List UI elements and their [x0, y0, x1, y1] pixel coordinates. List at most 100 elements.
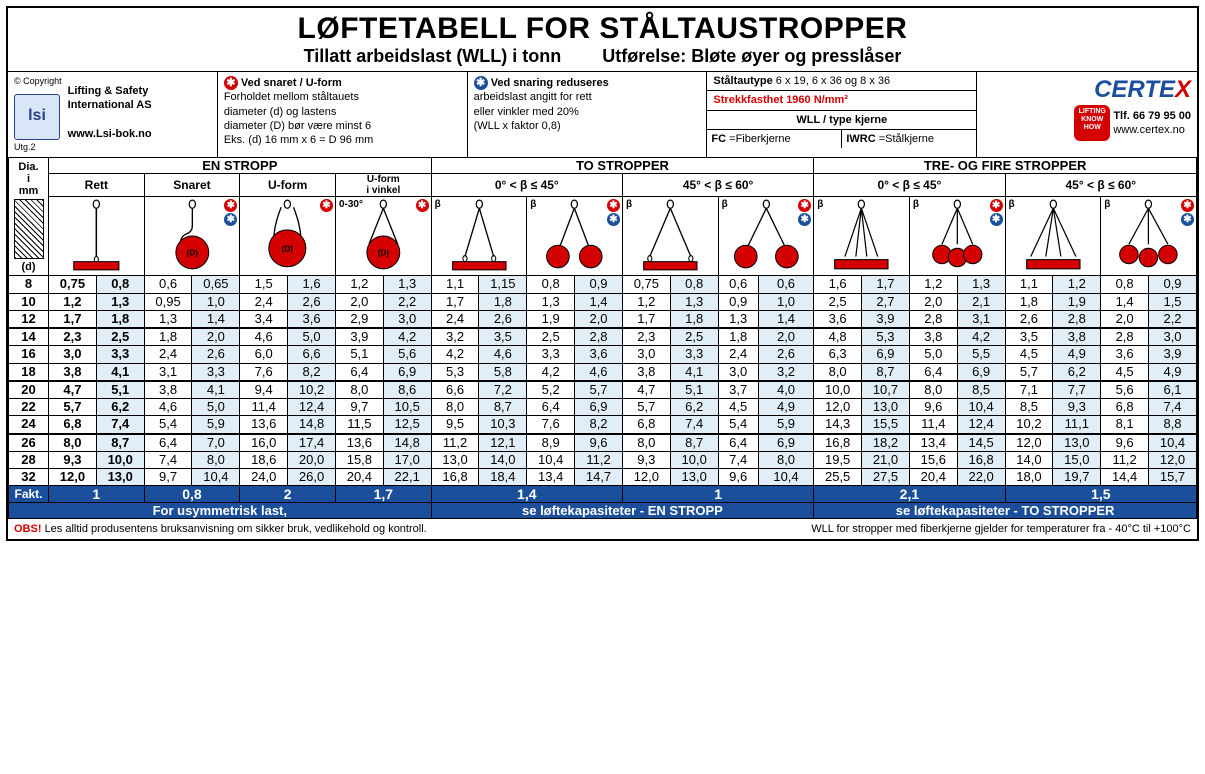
lifting-table: Dia. i mm (d) EN STROPP TO STROPPER TRE-… [8, 157, 1197, 519]
value-cell: 1,7 [49, 310, 97, 328]
value-cell: 8,8 [1149, 416, 1197, 434]
value-cell: 11,5 [335, 416, 383, 434]
value-cell: 5,9 [192, 416, 240, 434]
value-cell: 8,2 [288, 363, 336, 381]
value-cell: 0,8 [1101, 276, 1149, 293]
value-cell: 20,0 [288, 451, 336, 468]
illus-1: (D)✱✱ [144, 197, 240, 276]
value-cell: 13,6 [240, 416, 288, 434]
utg: Utg.2 [14, 142, 62, 154]
value-cell: 10,4 [192, 469, 240, 486]
value-cell: 13,0 [96, 469, 144, 486]
value-cell: 0,9 [575, 276, 623, 293]
value-cell: 5,3 [431, 363, 479, 381]
angle-label: β [722, 199, 728, 210]
snaret-l2: diameter (d) og lastens [224, 106, 337, 118]
illus-4: β [431, 197, 527, 276]
knowhow-icon: LIFTINGKNOWHOW [1074, 105, 1110, 141]
value-cell: 7,1 [1005, 381, 1053, 399]
value-cell: 1,4 [758, 310, 813, 328]
fakt-value: 2,1 [814, 486, 1005, 503]
value-cell: 11,2 [431, 434, 479, 452]
value-cell: 12,0 [622, 469, 670, 486]
lsi-box: © Copyright lsi Utg.2 Lifting & Safety I… [8, 72, 218, 157]
asterisk-blue-icon: ✱ [607, 213, 620, 226]
snaring-l2: eller vinkler med 20% [474, 106, 579, 118]
snaring-l3: (WLL x faktor 0,8) [474, 120, 561, 132]
value-cell: 8,5 [957, 381, 1005, 399]
dia-cell: 32 [9, 469, 49, 486]
value-cell: 2,0 [758, 328, 813, 346]
value-cell: 1,8 [479, 293, 527, 310]
value-cell: 24,0 [240, 469, 288, 486]
value-cell: 2,4 [431, 310, 479, 328]
illus-5: β✱✱ [527, 197, 623, 276]
note1: For usymmetrisk last, [9, 503, 432, 519]
value-cell: 11,1 [1053, 416, 1101, 434]
group-tre: TRE- OG FIRE STROPPER [814, 158, 1197, 174]
page: LØFTETABELL FOR STÅLTAUSTROPPER Tillatt … [6, 6, 1199, 541]
value-cell: 8,1 [1101, 416, 1149, 434]
value-cell: 2,8 [1053, 310, 1101, 328]
value-cell: 17,4 [288, 434, 336, 452]
certex-logo-icon: CERTEX [1094, 76, 1191, 103]
value-cell: 9,6 [718, 469, 758, 486]
value-cell: 1,7 [622, 310, 670, 328]
value-cell: 2,0 [192, 328, 240, 346]
value-cell: 2,1 [957, 293, 1005, 310]
value-cell: 20,4 [909, 469, 957, 486]
value-cell: 21,0 [862, 451, 910, 468]
value-cell: 1,7 [862, 276, 910, 293]
value-cell: 3,6 [288, 310, 336, 328]
value-cell: 0,8 [527, 276, 575, 293]
value-cell: 0,6 [144, 276, 192, 293]
value-cell: 18,4 [479, 469, 527, 486]
value-cell: 2,0 [1101, 310, 1149, 328]
value-cell: 1,15 [479, 276, 527, 293]
value-cell: 10,2 [288, 381, 336, 399]
value-cell: 1,8 [144, 328, 192, 346]
table-row: 3212,013,09,710,424,026,020,422,116,818,… [9, 469, 1197, 486]
value-cell: 0,75 [622, 276, 670, 293]
value-cell: 2,2 [383, 293, 431, 310]
value-cell: 0,6 [758, 276, 813, 293]
table-row: 289,310,07,48,018,620,015,817,013,014,01… [9, 451, 1197, 468]
asterisk-red-icon: ✱ [320, 199, 333, 212]
value-cell: 17,0 [383, 451, 431, 468]
value-cell: 3,0 [1149, 328, 1197, 346]
value-cell: 10,5 [383, 399, 431, 416]
value-cell: 1,3 [527, 293, 575, 310]
table-row: 142,32,51,82,04,65,03,94,23,23,52,52,82,… [9, 328, 1197, 346]
value-cell: 9,5 [431, 416, 479, 434]
value-cell: 1,2 [335, 276, 383, 293]
value-cell: 6,8 [49, 416, 97, 434]
value-cell: 1,9 [1053, 293, 1101, 310]
value-cell: 3,3 [96, 346, 144, 363]
table-row: 268,08,76,47,016,017,413,614,811,212,18,… [9, 434, 1197, 452]
main-title: LØFTETABELL FOR STÅLTAUSTROPPER [8, 8, 1197, 46]
value-cell: 5,6 [1101, 381, 1149, 399]
value-cell: 1,0 [192, 293, 240, 310]
value-cell: 4,1 [192, 381, 240, 399]
dia-cell: 14 [9, 328, 49, 346]
value-cell: 5,4 [144, 416, 192, 434]
subtitle-right: Utførelse: Bløte øyer og presslåser [602, 46, 901, 67]
value-cell: 4,0 [758, 381, 813, 399]
value-cell: 4,2 [383, 328, 431, 346]
table-row: 183,84,13,13,37,68,26,46,95,35,84,24,63,… [9, 363, 1197, 381]
value-cell: 8,0 [909, 381, 957, 399]
table-row: 163,03,32,42,66,06,65,15,64,24,63,33,63,… [9, 346, 1197, 363]
value-cell: 3,0 [383, 310, 431, 328]
value-cell: 2,3 [49, 328, 97, 346]
value-cell: 14,4 [1101, 469, 1149, 486]
value-cell: 3,6 [814, 310, 862, 328]
value-cell: 4,9 [1053, 346, 1101, 363]
note3: se løftekapasiteter - TO STROPPER [814, 503, 1197, 519]
value-cell: 0,9 [1149, 276, 1197, 293]
sub-uform-vinkel: U-form i vinkel [335, 174, 431, 197]
dia-cell: 26 [9, 434, 49, 452]
fakt-value: 2 [240, 486, 336, 503]
value-cell: 10,4 [1149, 434, 1197, 452]
value-cell: 3,1 [144, 363, 192, 381]
value-cell: 6,4 [909, 363, 957, 381]
